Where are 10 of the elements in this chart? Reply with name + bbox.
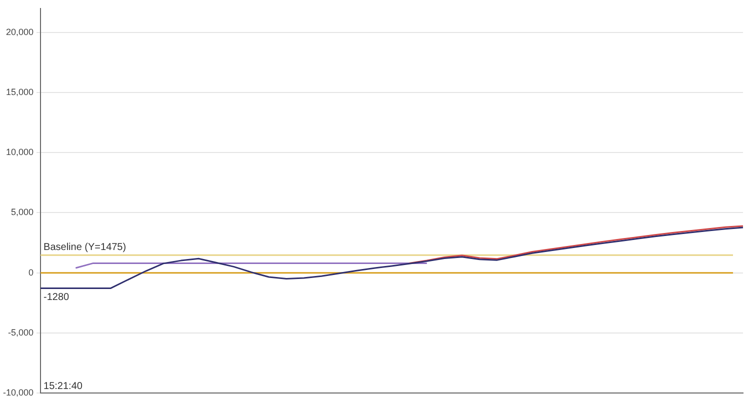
- y-tick-label: 10,000: [6, 147, 34, 158]
- annotation: 15:21:40: [44, 380, 83, 392]
- y-tick-label: 5,000: [10, 207, 34, 218]
- y-tick-label: 20,000: [6, 26, 34, 37]
- ref-line-label: Baseline (Y=1475): [44, 242, 126, 253]
- y-tick-label: 15,000: [6, 87, 34, 98]
- annotation: -1280: [44, 292, 70, 303]
- y-tick-label: -10,000: [2, 387, 34, 398]
- y-tick-label: -5,000: [8, 327, 34, 338]
- y-tick-label: 0: [28, 267, 34, 278]
